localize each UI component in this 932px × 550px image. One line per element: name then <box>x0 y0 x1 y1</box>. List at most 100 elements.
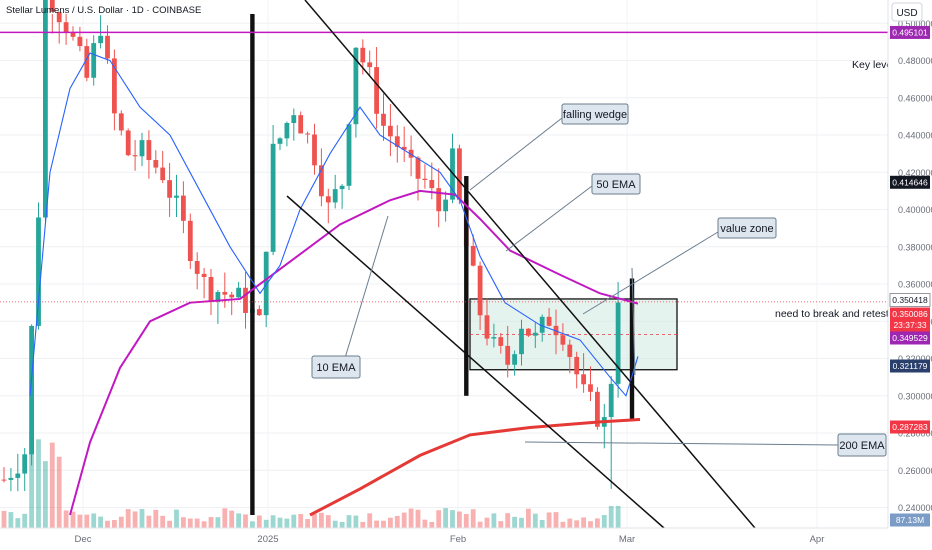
volume-bar <box>443 508 448 528</box>
price-axis-bg[interactable] <box>888 0 932 550</box>
volume-bar <box>519 517 524 528</box>
price-tick-label: 0.360000 <box>898 280 932 290</box>
candle-body <box>174 195 179 198</box>
volume-bar <box>167 520 172 528</box>
volume-bar <box>436 510 442 528</box>
candle-body <box>208 276 214 302</box>
candle-body <box>243 287 248 313</box>
candle-body <box>98 35 103 44</box>
volume-bar <box>153 509 159 528</box>
price-badge-label: 0.414646 <box>892 177 928 187</box>
candle-body <box>388 125 393 137</box>
candle-body <box>29 325 34 455</box>
volume-bar <box>105 520 110 528</box>
volume-bar <box>429 521 435 528</box>
candle-body <box>63 22 69 33</box>
candle-body <box>56 11 62 23</box>
price-badge-label: 0.495101 <box>892 27 928 37</box>
time-axis-bg[interactable] <box>0 528 888 550</box>
value-zone-callout-box[interactable] <box>717 217 777 239</box>
ema200-callout-label: 200 EMA <box>839 440 885 452</box>
price-badge <box>890 359 930 373</box>
candle-body <box>160 167 166 181</box>
key-level-label: Key level <box>852 59 895 71</box>
volume-bar <box>567 518 573 528</box>
volume-bar <box>560 521 566 528</box>
candle-body <box>112 58 117 114</box>
candle-body <box>512 354 517 365</box>
ema50-callout-label: 50 EMA <box>596 179 636 191</box>
volume-bar <box>56 456 62 528</box>
price-tick-label: 0.400000 <box>898 205 932 215</box>
break-retest-label: need to break and retest <box>775 308 889 320</box>
volume-bar <box>222 508 228 528</box>
price-badge <box>890 318 930 332</box>
candle-body <box>422 178 428 180</box>
ema10-line[interactable] <box>29 52 639 397</box>
volume-bar <box>63 510 69 528</box>
volume-bar <box>49 442 55 528</box>
volume-bar <box>43 461 48 528</box>
candle-body <box>125 130 131 156</box>
ema10-callout-box[interactable] <box>311 355 361 379</box>
candle-body <box>43 0 48 218</box>
wedge-lower-line[interactable] <box>286 195 665 529</box>
candle-body <box>132 155 138 157</box>
candle-body <box>319 165 324 197</box>
volume-bar <box>463 514 469 528</box>
volume-bar <box>360 521 366 528</box>
volume-bar <box>512 516 517 528</box>
price-tick-label: 0.440000 <box>898 131 932 141</box>
wedge-upper-line[interactable] <box>304 0 756 529</box>
candle-body <box>429 179 435 189</box>
volume-bar <box>546 512 552 528</box>
volume-bars <box>1 431 621 528</box>
falling-wedge-callout-box[interactable] <box>561 103 629 125</box>
ema200-line[interactable] <box>309 417 641 517</box>
volume-bar <box>367 513 373 528</box>
candle-body <box>91 43 97 78</box>
volume-bar <box>353 515 359 528</box>
volume-bar <box>277 517 283 528</box>
price-tick-label: 0.380000 <box>898 242 932 252</box>
candle-body <box>539 316 545 333</box>
candle-body <box>532 332 538 336</box>
ema10-pointer <box>344 215 389 359</box>
price-badge <box>890 307 930 321</box>
price-badge <box>890 25 930 39</box>
ema50-callout-box[interactable] <box>591 173 641 195</box>
price-tick-label: 0.300000 <box>898 391 932 401</box>
candle-body <box>346 124 352 186</box>
candle-body <box>560 335 566 345</box>
price-tick-label: 0.320000 <box>898 354 932 364</box>
candlestick-series <box>1 0 635 515</box>
candle-body <box>70 32 76 37</box>
volume-bar <box>305 518 310 528</box>
volume-bar <box>36 439 41 528</box>
volume-bar <box>574 520 580 528</box>
candle-body <box>484 315 490 339</box>
currency-button[interactable] <box>891 2 923 22</box>
arrow-up-pointer <box>631 267 636 376</box>
volume-bar <box>194 518 200 528</box>
volume-bar <box>263 519 269 528</box>
candle-body <box>491 337 497 339</box>
volume-bar <box>187 518 193 528</box>
ema50-line[interactable] <box>69 189 639 516</box>
volume-bar <box>332 520 338 528</box>
price-badge-label: 0.349529 <box>892 333 928 343</box>
candle-body <box>595 391 600 427</box>
candle-body <box>187 220 193 261</box>
ema200-callout-box[interactable] <box>837 433 887 457</box>
candle-body <box>353 47 359 125</box>
volume-bar <box>477 521 483 528</box>
volume-bar <box>581 517 586 528</box>
candle-body <box>546 316 552 326</box>
candle-body <box>236 287 241 298</box>
volume-bar <box>201 521 207 528</box>
candle-body <box>84 46 90 78</box>
volume-bar <box>1 510 7 528</box>
volume-bar <box>457 511 462 528</box>
candle-body <box>374 67 379 114</box>
